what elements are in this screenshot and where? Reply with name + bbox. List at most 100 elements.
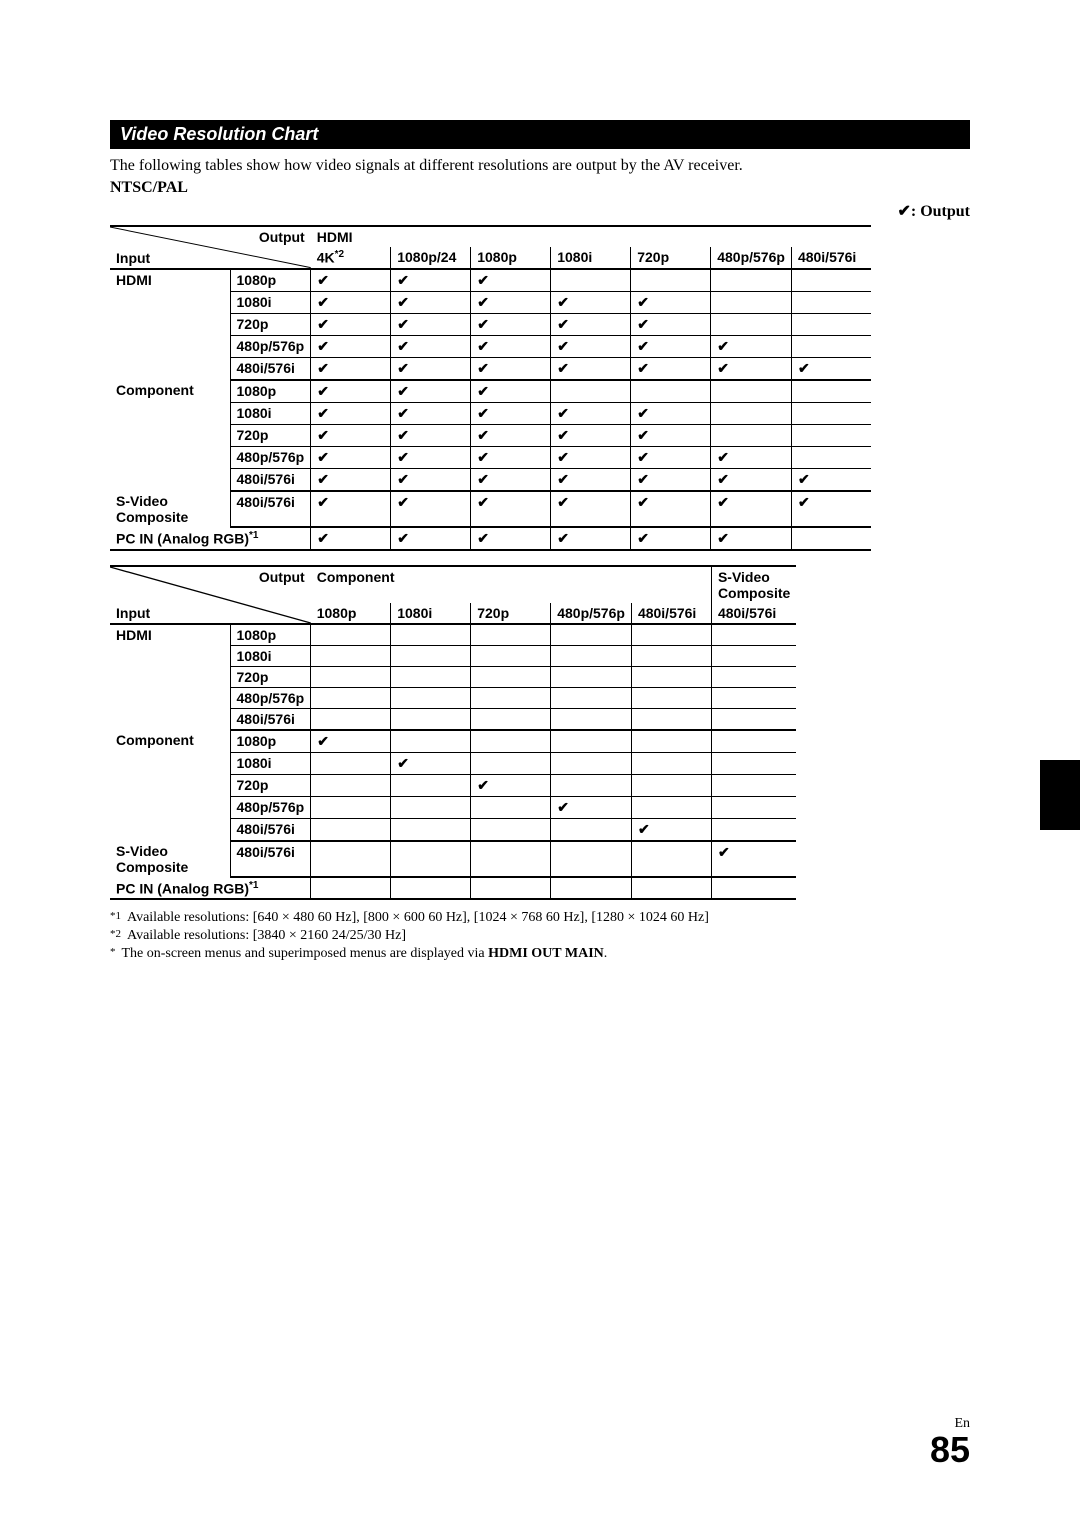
support-cell (791, 446, 871, 468)
support-cell: ✔ (311, 269, 391, 292)
support-cell (791, 291, 871, 313)
support-cell (711, 687, 796, 708)
support-cell (311, 818, 391, 841)
input-res: 480p/576p (230, 687, 311, 708)
fn1-text: Available resolutions: [640 × 480 60 Hz]… (127, 910, 709, 925)
support-cell (631, 730, 711, 753)
support-cell (631, 708, 711, 730)
support-cell (471, 796, 551, 818)
support-cell (551, 818, 632, 841)
support-cell: ✔ (391, 291, 471, 313)
support-cell (791, 402, 871, 424)
input-res: 1080i (230, 645, 311, 666)
support-cell: ✔ (551, 335, 631, 357)
input-group: PC IN (Analog RGB)*1 (110, 527, 311, 550)
col-header: 1080i (551, 247, 631, 269)
support-cell (791, 269, 871, 292)
support-cell (391, 877, 471, 900)
support-cell (311, 687, 391, 708)
support-cell (391, 796, 471, 818)
support-cell: ✔ (311, 527, 391, 550)
support-cell: ✔ (391, 335, 471, 357)
support-cell: ✔ (711, 335, 792, 357)
support-cell (551, 708, 632, 730)
input-res: 480i/576i (230, 708, 311, 730)
input-res: 480i/576i (230, 357, 311, 380)
support-cell (471, 687, 551, 708)
legend-text: : Output (911, 203, 970, 220)
support-cell (631, 624, 711, 646)
support-cell: ✔ (551, 468, 631, 491)
support-cell: ✔ (471, 357, 551, 380)
support-cell (631, 841, 711, 877)
support-cell: ✔ (551, 424, 631, 446)
support-cell: ✔ (711, 468, 792, 491)
support-cell: ✔ (471, 335, 551, 357)
support-cell (791, 527, 871, 550)
support-cell: ✔ (311, 468, 391, 491)
support-cell (711, 666, 796, 687)
support-cell (711, 424, 792, 446)
support-cell (391, 730, 471, 753)
support-cell: ✔ (551, 527, 631, 550)
support-cell (391, 666, 471, 687)
support-cell (551, 269, 631, 292)
support-cell (711, 774, 796, 796)
col-header: 480i/576i (631, 603, 711, 624)
support-cell (311, 774, 391, 796)
input-group: S-VideoComposite (110, 841, 230, 877)
fn2-mark: *2 (110, 928, 121, 940)
col-header: 480p/576p (711, 247, 792, 269)
support-cell: ✔ (471, 491, 551, 527)
support-cell (551, 730, 632, 753)
input-res: 720p (230, 424, 311, 446)
support-cell (711, 645, 796, 666)
ntscpal-label: NTSC/PAL (110, 179, 970, 197)
support-cell (711, 269, 792, 292)
support-cell: ✔ (631, 357, 711, 380)
resolution-table-component: OutputInputComponentS-VideoComposite1080… (110, 565, 796, 901)
support-cell: ✔ (391, 527, 471, 550)
support-cell: ✔ (311, 730, 391, 753)
support-cell: ✔ (471, 269, 551, 292)
output-legend: ✔: Output (110, 201, 970, 221)
support-cell: ✔ (471, 313, 551, 335)
support-cell: ✔ (551, 446, 631, 468)
input-res: 480i/576i (230, 491, 311, 527)
support-cell (311, 841, 391, 877)
support-cell (631, 645, 711, 666)
fn2-text: Available resolutions: [3840 × 2160 24/2… (127, 928, 406, 943)
support-cell: ✔ (791, 468, 871, 491)
support-cell (631, 774, 711, 796)
support-cell (711, 624, 796, 646)
support-cell: ✔ (471, 291, 551, 313)
svideo-group-header: S-VideoComposite (711, 566, 796, 603)
support-cell (791, 380, 871, 403)
support-cell (551, 666, 632, 687)
support-cell (711, 291, 792, 313)
fn1-mark: *1 (110, 910, 121, 922)
support-cell: ✔ (631, 491, 711, 527)
side-tab (1040, 760, 1080, 830)
support-cell: ✔ (711, 527, 792, 550)
input-group: Component (110, 380, 230, 491)
input-res: 720p (230, 774, 311, 796)
support-cell: ✔ (631, 527, 711, 550)
resolution-table-hdmi: OutputInputHDMI4K*21080p/241080p1080i720… (110, 225, 871, 551)
component-group-header: Component (311, 566, 712, 603)
col-header: 1080i (391, 603, 471, 624)
support-cell: ✔ (311, 357, 391, 380)
support-cell (391, 841, 471, 877)
support-cell: ✔ (391, 468, 471, 491)
support-cell: ✔ (471, 424, 551, 446)
support-cell: ✔ (471, 468, 551, 491)
section-header: Video Resolution Chart (110, 120, 970, 149)
input-res: 480i/576i (230, 468, 311, 491)
input-group: PC IN (Analog RGB)*1 (110, 877, 311, 900)
support-cell (631, 796, 711, 818)
support-cell (551, 645, 632, 666)
support-cell (711, 313, 792, 335)
support-cell: ✔ (631, 446, 711, 468)
support-cell: ✔ (631, 335, 711, 357)
support-cell (391, 774, 471, 796)
